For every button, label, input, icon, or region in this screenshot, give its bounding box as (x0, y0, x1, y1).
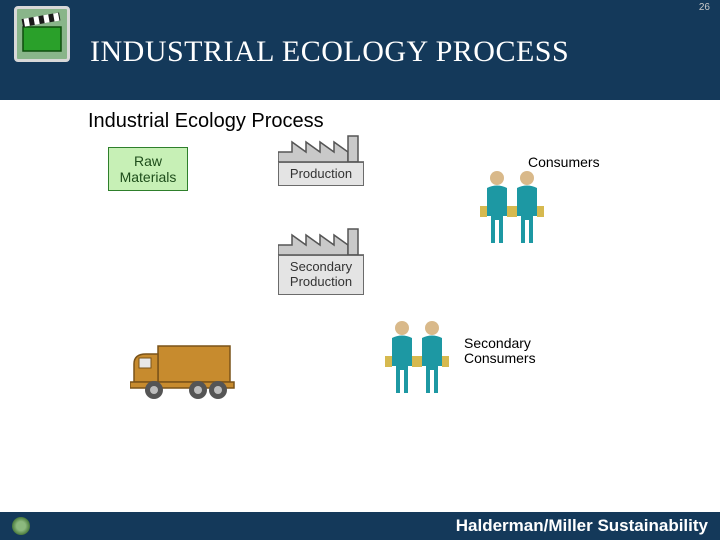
diagram-area: Industrial Ecology Process Raw Materials… (0, 100, 720, 512)
factory-icon-secondary (278, 225, 364, 255)
secondary-production-line1: Secondary (279, 260, 363, 275)
secondary-consumers-l2: Consumers (464, 351, 536, 366)
footer-logo-icon (12, 517, 30, 535)
label-secondary-consumers: Secondary Consumers (464, 336, 536, 367)
raw-materials-line2: Materials (109, 169, 187, 185)
secondary-consumers-icon (380, 318, 460, 403)
secondary-consumers-l1: Secondary (464, 336, 536, 351)
diagram-subtitle: Industrial Ecology Process (88, 110, 324, 133)
truck-icon (130, 340, 240, 402)
production-label: Production (279, 167, 363, 182)
slide-title: INDUSTRIAL ECOLOGY PROCESS (90, 35, 720, 69)
node-raw-materials: Raw Materials (108, 147, 188, 191)
page-number: 26 (0, 0, 720, 13)
slide-footer: Halderman/Miller Sustainability (0, 512, 720, 540)
secondary-production-line2: Production (279, 275, 363, 290)
node-production: Production (278, 162, 364, 186)
clapperboard-icon (14, 6, 70, 62)
footer-text: Halderman/Miller Sustainability (456, 516, 708, 536)
consumers-icon (475, 168, 555, 253)
factory-icon-primary (278, 132, 364, 162)
title-row: INDUSTRIAL ECOLOGY PROCESS (0, 13, 720, 79)
node-secondary-production: Secondary Production (278, 255, 364, 295)
slide-header: 26 INDUSTRIAL ECOLOGY PROCESS (0, 0, 720, 100)
raw-materials-line1: Raw (109, 153, 187, 169)
